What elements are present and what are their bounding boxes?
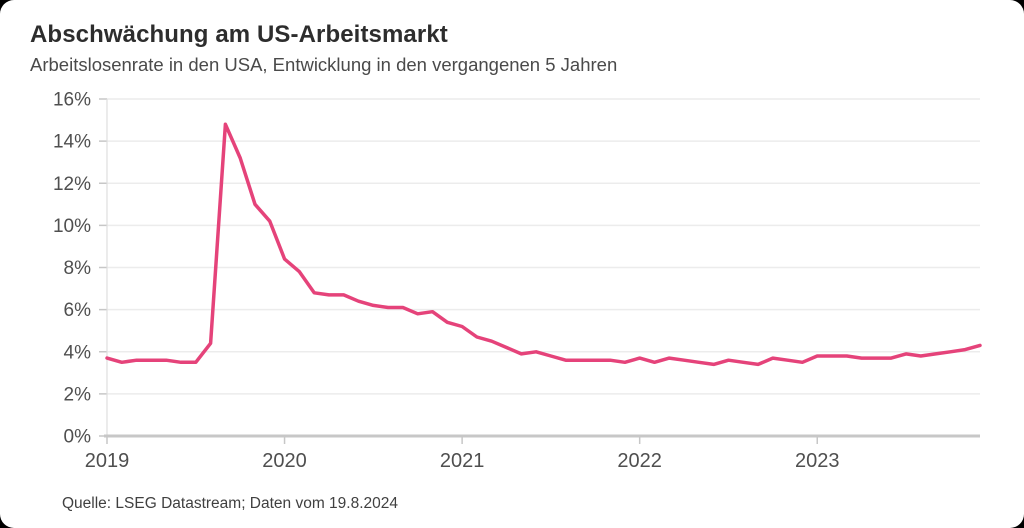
y-axis-label: 8% xyxy=(64,258,92,279)
x-axis-label: 2022 xyxy=(617,450,662,472)
y-axis-label: 6% xyxy=(64,300,92,321)
y-axis-label: 2% xyxy=(64,384,92,405)
y-axis-label: 14% xyxy=(53,132,91,153)
unemployment-rate-line xyxy=(105,122,982,367)
y-axis-label: 12% xyxy=(53,174,91,195)
source-note: Quelle: LSEG Datastream; Daten vom 19.8.… xyxy=(62,495,399,512)
x-axis-label: 2023 xyxy=(795,450,840,472)
y-axis-label: 16% xyxy=(53,90,91,111)
y-axis-label: 4% xyxy=(64,342,92,363)
chart-subtitle: Arbeitslosenrate in den USA, Entwicklung… xyxy=(30,54,618,75)
y-axis-label: 0% xyxy=(64,427,92,448)
y-axis-label: 10% xyxy=(53,216,91,237)
x-axis-label: 2020 xyxy=(262,450,307,472)
chart-title: Abschwächung am US-Arbeitsmarkt xyxy=(30,21,448,48)
x-axis-label: 2021 xyxy=(440,450,485,472)
x-axis-label: 2019 xyxy=(85,450,130,472)
